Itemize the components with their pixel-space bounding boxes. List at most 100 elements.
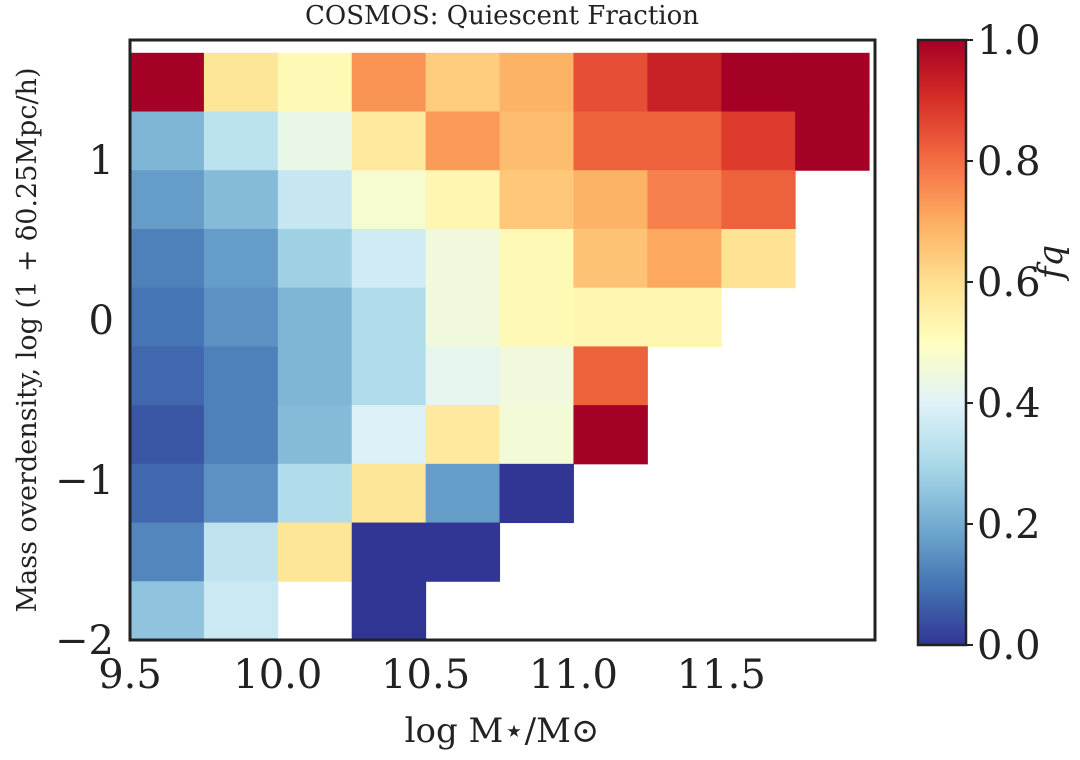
colorbar-tick-label: 0.4: [977, 381, 1041, 427]
y-tick-label: 1: [89, 138, 114, 184]
heatmap-cell: [499, 52, 574, 113]
heatmap-cell: [425, 52, 501, 113]
heatmap-cell: [573, 287, 648, 347]
heatmap-cell: [721, 52, 796, 113]
heatmap-cell: [351, 405, 427, 465]
x-tick-label: 10.5: [381, 652, 470, 698]
heatmap-cell: [203, 287, 279, 347]
colorbar-label: fq: [1031, 245, 1071, 282]
heatmap-cell: [277, 170, 353, 230]
heatmap-cell: [203, 170, 279, 230]
colorbar: [916, 38, 968, 647]
heatmap-cell: [277, 405, 353, 465]
heatmap-cell: [499, 287, 574, 347]
heatmap-cell: [277, 228, 353, 289]
heatmap-cell: [573, 228, 648, 289]
heatmap-cell: [499, 228, 574, 289]
heatmap-cell: [130, 228, 205, 289]
heatmap-cell: [130, 581, 205, 641]
heatmap-cell: [795, 111, 870, 171]
heatmap-cell: [130, 522, 205, 582]
heatmap-cell: [130, 463, 205, 524]
y-tick-label: −2: [55, 618, 114, 664]
y-tick-labels: 1 0 −1 −2: [55, 138, 114, 664]
heatmap-cell: [203, 228, 279, 289]
heatmap-cell: [130, 111, 205, 171]
heatmap-cell: [351, 111, 427, 171]
heatmap-cell: [203, 111, 279, 171]
heatmap-cell: [499, 111, 574, 171]
heatmap-cell: [573, 346, 648, 406]
heatmap-cell: [351, 287, 427, 347]
heatmap-cell: [351, 581, 427, 641]
y-tick-label: −1: [55, 458, 114, 504]
heatmap-cell: [573, 405, 648, 465]
x-tick-labels: 9.5 10.0 10.5 11.0 11.5: [98, 652, 766, 698]
heatmap-cell: [351, 463, 427, 524]
colorbar-tick-label: 0.0: [977, 623, 1041, 669]
heatmap-cell: [203, 581, 279, 641]
x-axis-label: log M⋆/M⊙: [405, 711, 600, 751]
heatmap-cell: [647, 170, 722, 230]
heatmap-cell: [647, 52, 722, 113]
heatmap-cell: [277, 111, 353, 171]
heatmap-cell: [647, 111, 722, 171]
heatmap-cell: [203, 463, 279, 524]
heatmap-cell: [573, 170, 648, 230]
heatmap-cell: [425, 522, 501, 582]
heatmap-cell: [130, 52, 205, 113]
heatmap-cell: [499, 346, 574, 406]
heatmap-cell: [203, 405, 279, 465]
x-tick-label: 9.5: [98, 652, 162, 698]
heatmap-cell: [425, 287, 501, 347]
heatmap-cell: [351, 522, 427, 582]
heatmap-cell: [425, 228, 501, 289]
heatmap-cell: [795, 52, 870, 113]
heatmap-cell: [425, 111, 501, 171]
heatmap-cell: [277, 52, 353, 113]
heatmap-cell: [130, 405, 205, 465]
heatmap-cell: [130, 287, 205, 347]
heatmap-cell: [203, 522, 279, 582]
heatmap-cell: [351, 52, 427, 113]
heatmap-cell: [351, 228, 427, 289]
heatmap-cell: [425, 170, 501, 230]
heatmap-cells: [130, 52, 870, 641]
heatmap-cell: [573, 52, 648, 113]
chart-title: COSMOS: Quiescent Fraction: [305, 1, 699, 31]
colorbar-tick-label: 1.0: [977, 18, 1041, 64]
heatmap-cell: [499, 170, 574, 230]
heatmap-cell: [277, 522, 353, 582]
y-axis-label: Mass overdensity, log (1 + δ0.25Mpc/h): [12, 68, 43, 613]
colorbar-tick-label: 0.8: [977, 139, 1041, 185]
heatmap-cell: [277, 287, 353, 347]
x-tick-label: 11.5: [677, 652, 766, 698]
heatmap-cell: [277, 463, 353, 524]
heatmap-cell: [351, 346, 427, 406]
heatmap-cell: [277, 346, 353, 406]
colorbar-tick-label: 0.6: [977, 260, 1041, 306]
heatmap-cell: [721, 170, 796, 230]
heatmap-cell: [425, 405, 501, 465]
x-tick-label: 11.0: [529, 652, 618, 698]
plot-frame: [128, 38, 877, 642]
heatmap-cell: [425, 346, 501, 406]
heatmap-cell: [721, 111, 796, 171]
x-tick-label: 10.0: [233, 652, 322, 698]
y-tick-label: 0: [89, 298, 114, 344]
heatmap-cell: [499, 463, 574, 524]
heatmap-cell: [499, 405, 574, 465]
heatmap-cell: [130, 346, 205, 406]
colorbar-tick-label: 0.2: [977, 502, 1041, 548]
heatmap-cell: [647, 228, 722, 289]
heatmap-cell: [425, 463, 501, 524]
heatmap-cell: [647, 287, 722, 347]
colorbar-tick-labels: 1.0 0.8 0.6 0.4 0.2 0.0: [966, 18, 1041, 669]
heatmap-cell: [573, 111, 648, 171]
heatmap-cell: [721, 228, 796, 289]
heatmap-cell: [203, 52, 279, 113]
heatmap-cell: [203, 346, 279, 406]
heatmap-cell: [351, 170, 427, 230]
heatmap-cell: [130, 170, 205, 230]
